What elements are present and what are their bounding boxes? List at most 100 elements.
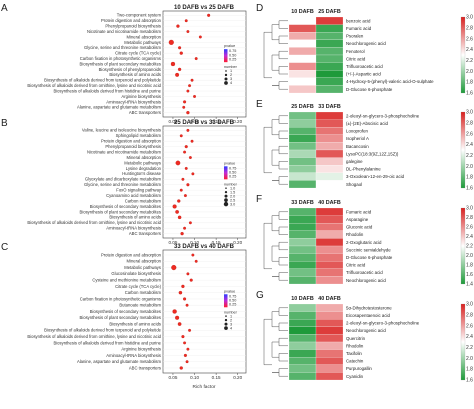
colorbar-tick-label: 2.4: [466, 47, 473, 53]
enrichment-dot: [188, 156, 192, 159]
pathway-term-label: Cyanoamino acid metabolism: [106, 193, 161, 198]
heatmap-cell: [315, 357, 344, 365]
pathway-term-label: Carbon fixation in photosynthetic organi…: [80, 56, 161, 61]
heatmap-cell: [315, 70, 344, 78]
pathway-term-label: Biosynthesis of alkaloids derived from o…: [27, 220, 161, 225]
heatmap-row-label: 4-Hydroxy-5-(phenyl)-valeric acid-O-sulp…: [346, 79, 434, 84]
legend-pvalue-tick: 0.75: [229, 294, 236, 298]
pathway-term-label: Citrate cycle (TCA cycle): [115, 284, 161, 289]
colorbar-tick-label: 2.2: [466, 345, 473, 351]
colorbar-tick-label: 2.4: [466, 334, 473, 340]
x-tick-label: 0.10: [190, 240, 199, 245]
colorbar-tick-label: 1.8: [466, 367, 473, 373]
heatmap-column-label: 40 DAFB: [318, 296, 341, 302]
panel-letter-d: D: [256, 3, 263, 14]
panel-letter-c: C: [1, 242, 8, 253]
heatmap-colorbar: [460, 303, 466, 381]
pathway-term-label: Huntington's disease: [122, 171, 161, 176]
heatmap-cell: [288, 16, 317, 25]
enrichment-dot: [191, 172, 195, 176]
heatmap-column-label: 40 DAFB: [318, 200, 341, 206]
enrichment-dot: [177, 67, 182, 72]
heatmap-cell: [315, 238, 344, 247]
panel-c-x-label: Rich factor: [193, 384, 216, 390]
enrichment-dot: [186, 347, 190, 351]
heatmap-row-label: Citric acid: [346, 263, 366, 268]
heatmap-cell: [288, 372, 317, 381]
heatmap-cell: [315, 157, 344, 166]
pathway-term-label: Biosynthesis of alkaloids derived from o…: [27, 334, 161, 339]
heatmap-cell: [315, 303, 344, 312]
heatmap-cell: [288, 303, 317, 312]
pathway-term-label: Aminoacyl-tRNA biosynthesis: [106, 353, 161, 358]
legend-pvalue-tick: 0.75: [229, 166, 236, 170]
pathway-term-label: Two-component system: [117, 13, 162, 18]
enrichment-dot: [190, 139, 194, 143]
pathway-term-label: Butanoate metabolism: [119, 303, 161, 308]
legend-number-label: 1.0: [230, 186, 235, 190]
panel-a-dots: [163, 13, 246, 115]
enrichment-dot: [170, 61, 176, 67]
dendrogram-branch: [278, 368, 288, 377]
heatmap-row-label: Isopheriol A: [346, 136, 369, 141]
x-tick-label: 0.20: [233, 240, 242, 245]
heatmap-cell: [288, 165, 317, 173]
pathway-term-label: Biosynthesis of phenylpropanoids: [99, 67, 161, 72]
enrichment-dot: [176, 24, 180, 28]
legend-pvalue-tick: 0.25: [229, 175, 236, 179]
panel-b-x-ticks: 0.05 0.10 0.15 0.20: [168, 238, 243, 245]
panel-a-title: 10 DAFB vs 25 DAFB: [174, 5, 235, 11]
heatmap-cell: [288, 245, 317, 254]
dendrogram-branch: [278, 81, 288, 90]
enrichment-dot: [186, 128, 190, 132]
enrichment-dot: [179, 134, 183, 138]
pathway-term-label: Glyoxylate and dicarboxylate metabolism: [85, 177, 162, 182]
heatmap-row-label: Purpurogallin: [346, 366, 372, 371]
dendrogram-branch: [278, 272, 288, 281]
enrichment-dot: [194, 57, 198, 61]
dendrogram-branch: [271, 149, 279, 166]
enrichment-dot: [183, 353, 187, 357]
legend-pvalue-title: pvalue: [224, 44, 235, 48]
colorbar-tick-label: 2.4: [466, 234, 473, 240]
heatmap-row-label: Fumaric acid: [346, 209, 372, 214]
heatmap-row-label: Eicosapentaenoic acid: [346, 313, 390, 318]
heatmap-cell: [288, 341, 317, 350]
x-tick-label: 0.10: [190, 375, 199, 380]
heatmap-cell: [288, 172, 317, 181]
enrichment-dot: [186, 30, 190, 34]
dendrogram-branch: [271, 215, 279, 232]
heatmap-cell: [315, 77, 344, 86]
pathway-term-label: Phenylpropanoid biosynthesis: [105, 144, 161, 149]
heatmap-row-label: Rhodolin: [346, 343, 364, 348]
heatmap-cell: [288, 24, 317, 33]
heatmap-cell: [288, 319, 317, 327]
heatmap-cell: [315, 223, 344, 231]
heatmap-cell: [315, 207, 344, 216]
dendrogram-branch: [278, 307, 288, 316]
legend-number-label: 2: [230, 73, 232, 77]
pathway-term-label: Biosynthesis of alkaloids derived from t…: [44, 328, 162, 333]
pathway-term-label: Biosynthesis of plant secondary metaboli…: [80, 315, 161, 320]
legend-number-label: 3: [230, 322, 232, 326]
x-tick-label: 0.15: [212, 375, 221, 380]
panel-d: D 10 DAFB 25 DAFB benzoic acid Fumaric acid…: [256, 3, 473, 97]
enrichment-dot: [198, 35, 202, 39]
heatmap-row-label: Gluconic acid: [346, 225, 373, 230]
legend-number-label: 3: [230, 77, 232, 81]
heatmap-row-label: Neochlorogenic acid: [346, 328, 386, 333]
heatmap-cell: [315, 54, 344, 63]
heatmap-cell: [315, 268, 344, 277]
pathway-term-label: FoxO signaling pathway: [116, 188, 162, 193]
heatmap-row-label: 2-oleoyl-sn-glycero-3-phosphocholine: [346, 113, 420, 118]
heatmap-cell: [288, 268, 317, 277]
legend-number-dot: [225, 315, 227, 317]
enrichment-dot: [186, 89, 190, 93]
pathway-term-label: Metabolic pathways: [124, 160, 161, 165]
enrichment-dot: [175, 72, 180, 77]
enrichment-dot: [194, 259, 198, 263]
pathway-term-label: Biosynthesis of amino acids: [109, 72, 161, 77]
enrichment-dot: [183, 226, 187, 230]
dendrogram-branch: [278, 241, 288, 251]
